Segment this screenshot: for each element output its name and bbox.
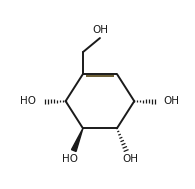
Text: OH: OH — [164, 96, 180, 106]
Text: HO: HO — [62, 154, 78, 164]
Text: OH: OH — [92, 26, 108, 35]
Polygon shape — [72, 128, 83, 152]
Text: HO: HO — [20, 96, 36, 106]
Text: OH: OH — [122, 154, 138, 164]
